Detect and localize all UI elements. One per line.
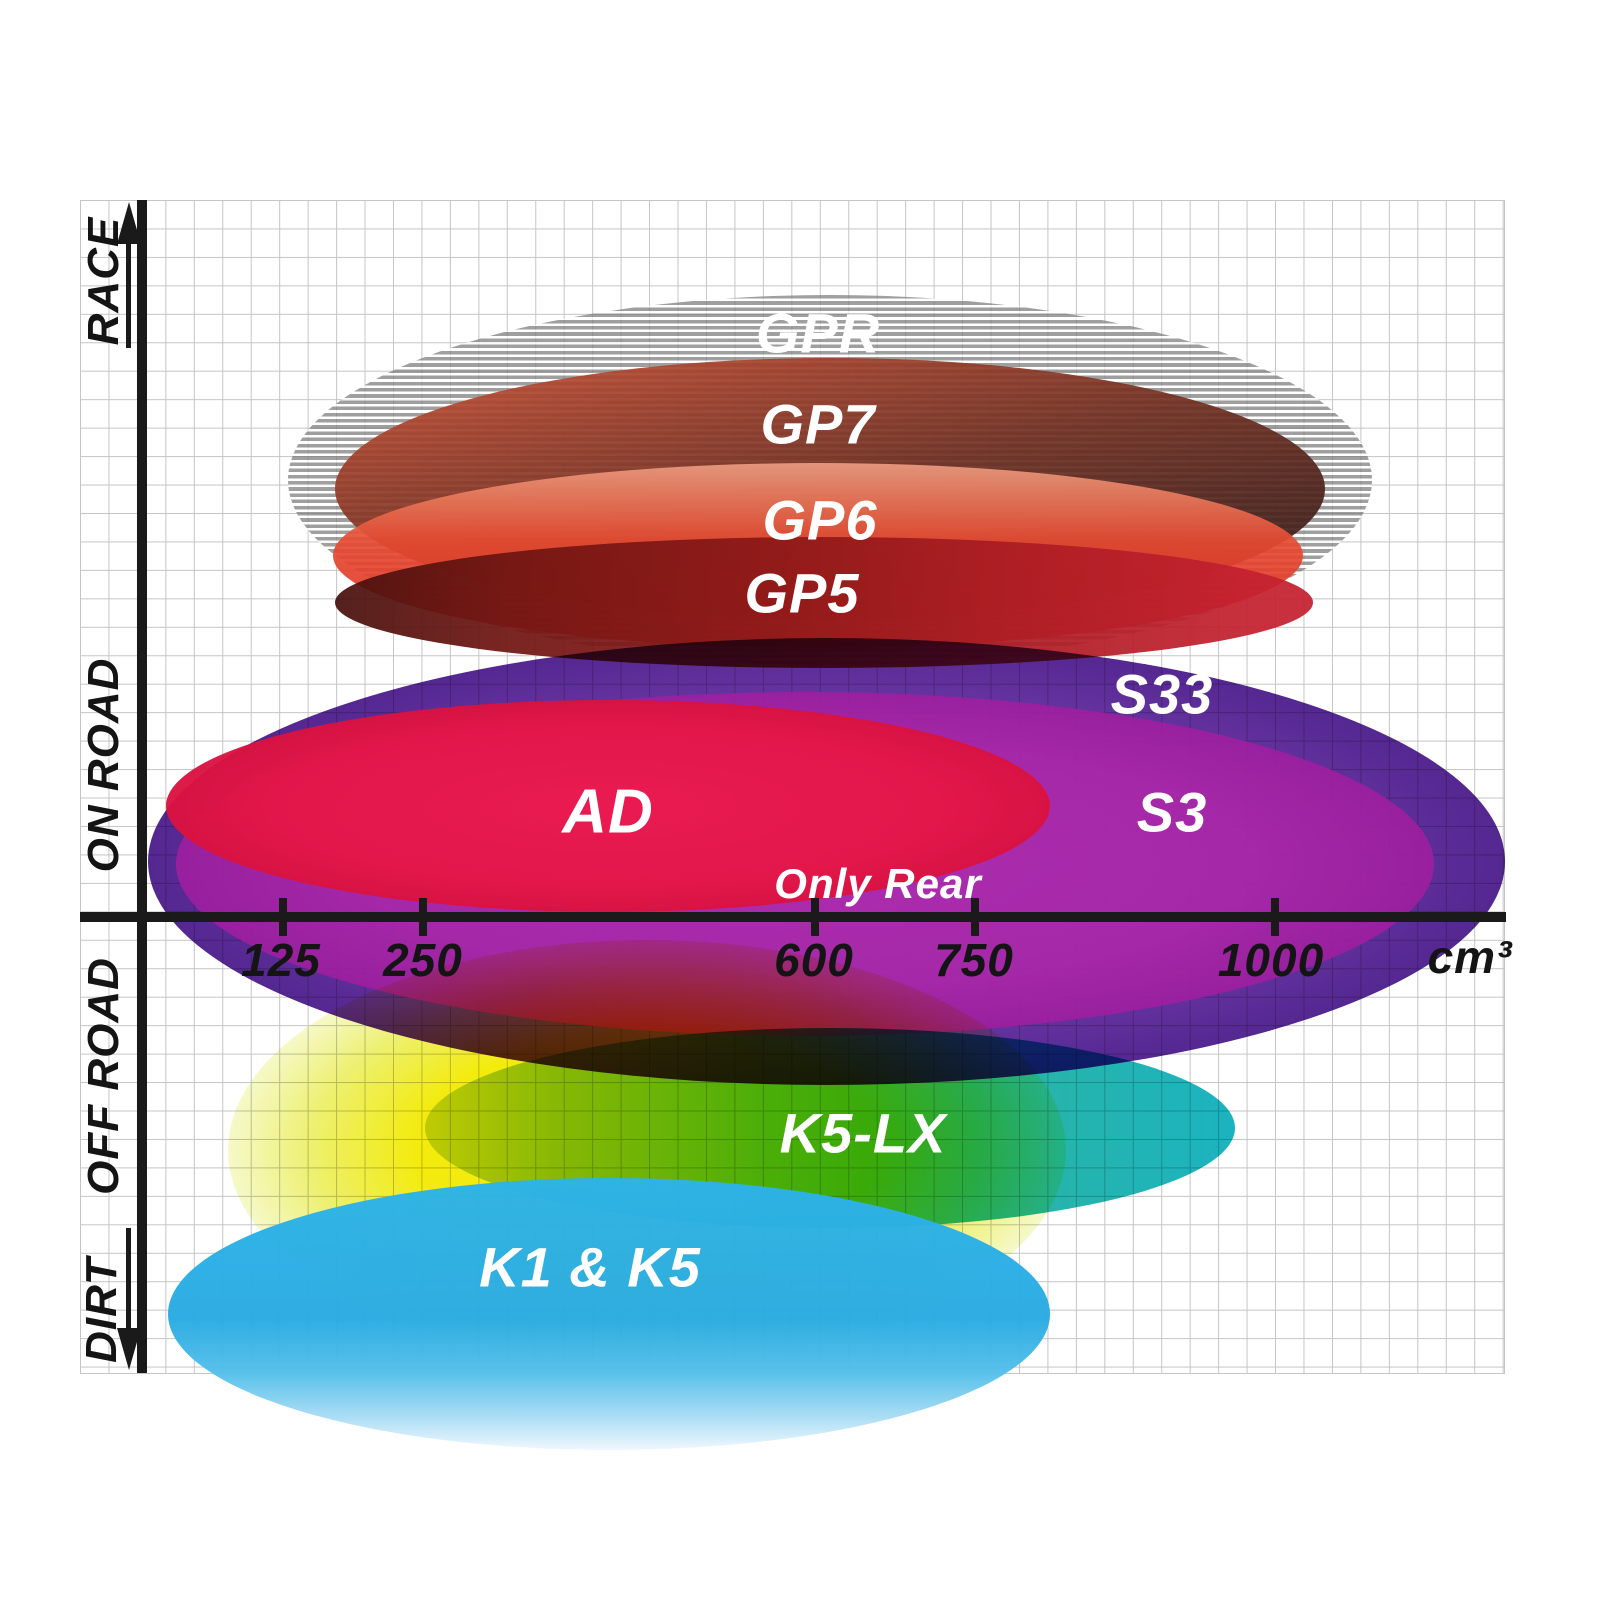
region-label-k1k5: K1 & K5 xyxy=(479,1235,701,1299)
annotation-only-rear: Only Rear xyxy=(774,860,982,907)
x-axis-unit-label: cm³ xyxy=(1427,931,1513,983)
dirt-arrow-down-icon xyxy=(117,1328,141,1370)
x-tick-750 xyxy=(971,898,979,936)
region-label-s3: S3 xyxy=(1136,780,1208,844)
x-tick-600 xyxy=(811,898,819,936)
band-label-dirt: DIRT xyxy=(77,1257,126,1363)
band-label-race: RACE xyxy=(79,216,128,346)
x-tick-label-1000: 1000 xyxy=(1217,934,1325,986)
race-arrow-line xyxy=(126,238,131,348)
region-label-ad: AD xyxy=(562,777,654,847)
region-label-s33: S33 xyxy=(1110,662,1214,726)
x-tick-label-600: 600 xyxy=(774,934,854,986)
region-label-gpr: GPR xyxy=(755,301,881,365)
x-tick-125 xyxy=(279,898,287,936)
x-tick-1000 xyxy=(1271,898,1279,936)
region-label-gp5: GP5 xyxy=(744,561,860,625)
x-tick-label-250: 250 xyxy=(383,934,463,986)
band-label-off-road: OFF ROAD xyxy=(79,957,128,1195)
dirt-arrow-line xyxy=(126,1228,131,1334)
x-tick-250 xyxy=(419,898,427,936)
x-tick-label-750: 750 xyxy=(934,934,1014,986)
x-axis-line xyxy=(80,912,1506,922)
x-tick-label-125: 125 xyxy=(241,934,321,986)
region-label-gp7: GP7 xyxy=(760,392,876,456)
race-arrow-up-icon xyxy=(117,202,141,244)
y-axis-line xyxy=(137,200,147,1373)
region-label-k5lx: K5-LX xyxy=(779,1101,947,1165)
band-label-on-road: ON ROAD xyxy=(79,657,128,873)
region-ad xyxy=(166,700,1050,912)
region-k1k5 xyxy=(168,1178,1050,1450)
region-label-gp6: GP6 xyxy=(762,488,878,552)
